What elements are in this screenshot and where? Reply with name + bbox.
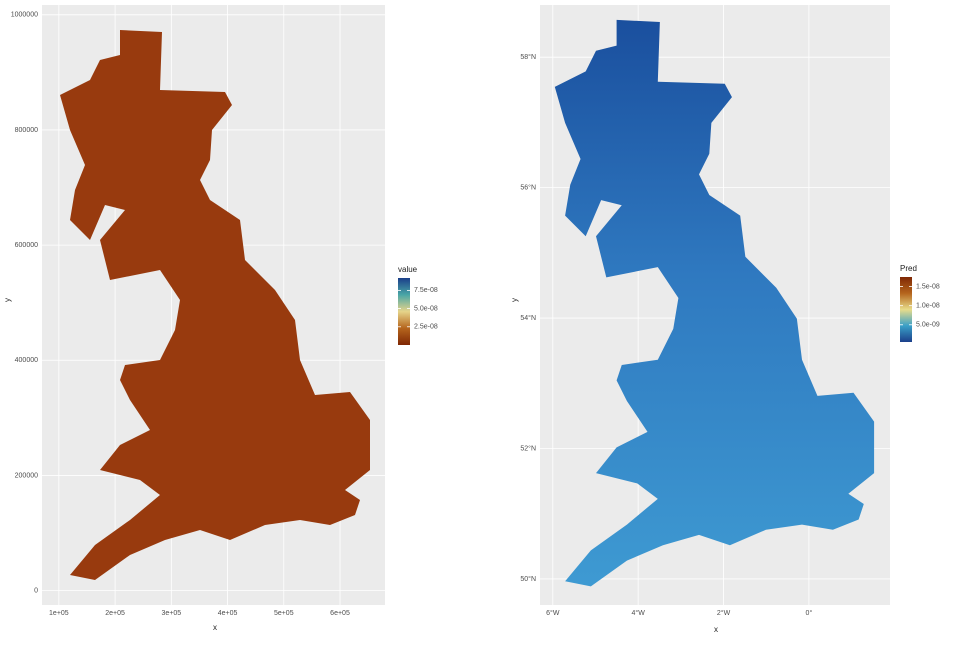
x-tick-label: 2°W: [717, 609, 731, 617]
y-tick-label: 50°N: [520, 575, 536, 583]
y-axis-title: y: [3, 298, 12, 302]
x-tick-label: 5e+05: [274, 610, 294, 617]
legend-label: 2.5e-08: [414, 324, 438, 331]
legend-label: 5.0e-09: [916, 322, 940, 329]
x-axis-title: x: [714, 625, 718, 634]
y-tick-label: 800000: [15, 127, 38, 134]
colorbar: [398, 278, 410, 345]
x-tick-label: 0°: [806, 609, 813, 617]
legend-label: 7.5e-08: [414, 287, 438, 294]
x-tick-label: 2e+05: [105, 610, 125, 617]
x-tick-label: 6e+05: [330, 610, 350, 617]
x-tick-label: 4°W: [632, 609, 646, 617]
legend-title: value: [398, 265, 418, 274]
label-layer: 1e+05 2e+05 3e+05 4e+05 5e+05 6e+05 0 200000 400…: [3, 12, 940, 634]
y-tick-label: 200000: [15, 472, 38, 479]
y-tick-label: 400000: [15, 357, 38, 364]
y-axis-title: y: [510, 298, 519, 302]
legend-label: 1.0e-08: [916, 303, 940, 310]
y-tick-label: 54°N: [520, 314, 536, 322]
x-tick-label: 6°W: [546, 609, 560, 617]
y-tick-label: 56°N: [520, 183, 536, 191]
y-tick-label: 1000000: [11, 12, 38, 19]
x-tick-label: 4e+05: [218, 610, 238, 617]
legend-label: 1.5e-08: [916, 283, 940, 290]
legend-title: Pred: [900, 264, 917, 273]
x-axis-title: x: [213, 623, 217, 632]
legend-label: 5.0e-08: [414, 305, 438, 312]
y-tick-label: 52°N: [520, 444, 536, 452]
x-tick-label: 1e+05: [49, 610, 69, 617]
x-tick-label: 3e+05: [161, 610, 181, 617]
y-tick-label: 0: [34, 587, 38, 594]
colorbar: [900, 277, 912, 342]
y-tick-label: 58°N: [520, 53, 536, 61]
y-tick-label: 600000: [15, 242, 38, 249]
